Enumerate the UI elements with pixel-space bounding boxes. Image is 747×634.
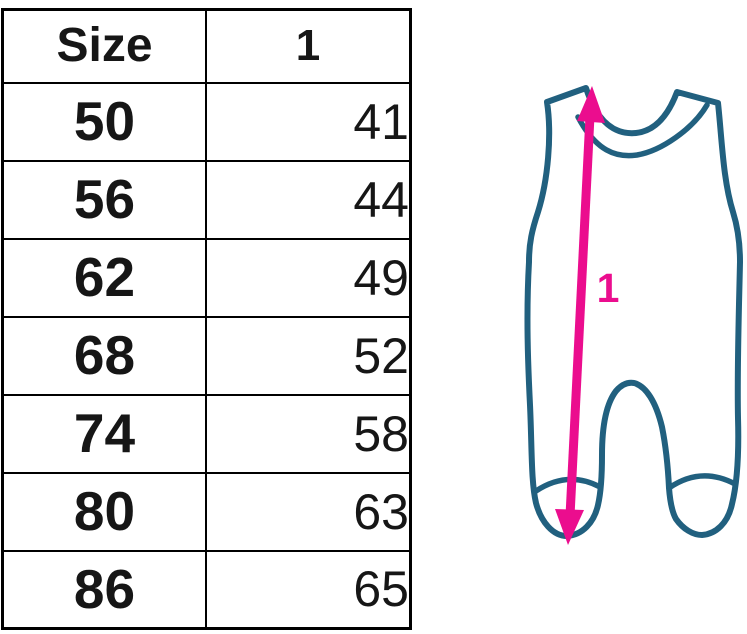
measurement-label: 1 — [597, 265, 620, 311]
measurement-cell: 52 — [205, 315, 412, 396]
size-cell: 86 — [1, 549, 207, 630]
measurement-cell: 49 — [205, 237, 412, 318]
measurement-cell: 44 — [205, 159, 412, 240]
table-row: 86 65 — [1, 549, 412, 630]
table-row: 74 58 — [1, 393, 412, 474]
arrow-up-head — [577, 86, 605, 123]
table-row: 68 52 — [1, 315, 412, 396]
measurement-cell: 63 — [205, 471, 412, 552]
measurement-cell: 58 — [205, 393, 412, 474]
size-cell: 80 — [1, 471, 207, 552]
romper-outline — [524, 85, 743, 539]
table-row: 56 44 — [1, 159, 412, 240]
measurement-arrow-shaft — [565, 115, 595, 517]
size-cell: 62 — [1, 237, 207, 318]
size-column-header: Size — [1, 8, 207, 84]
table-row: 50 41 — [1, 81, 412, 162]
size-cell: 56 — [1, 159, 207, 240]
size-cell: 50 — [1, 81, 207, 162]
measurement-arrow — [555, 86, 605, 545]
size-cell: 68 — [1, 315, 207, 396]
measurement-cell: 65 — [205, 549, 412, 630]
measurement-column-header: 1 — [205, 8, 412, 84]
arrow-down-head — [555, 509, 584, 545]
size-cell: 74 — [1, 393, 207, 474]
romper-collar-line — [575, 102, 710, 159]
size-table: Size 1 50 41 56 44 62 49 68 52 74 — [1, 8, 412, 630]
right-foot-seam-line — [666, 473, 738, 491]
table-header-row: Size 1 — [1, 8, 412, 84]
table-row: 80 63 — [1, 471, 412, 552]
table-row: 62 49 — [1, 237, 412, 318]
measurement-cell: 41 — [205, 81, 412, 162]
